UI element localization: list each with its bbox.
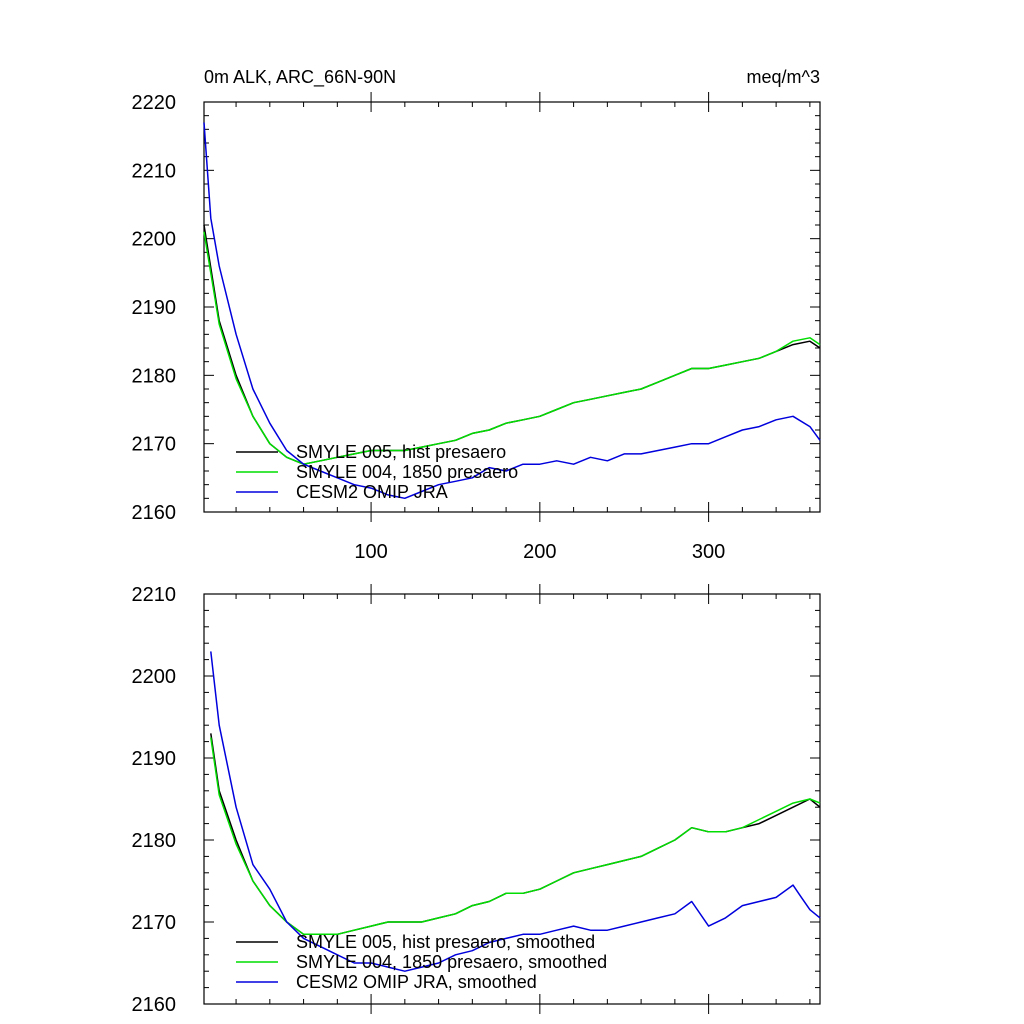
bottom-y-tick-label: 2190	[132, 748, 177, 770]
top-series-line-0	[203, 224, 821, 465]
bottom-series-line-2	[210, 651, 821, 972]
top-chart-panel: 0m ALK, ARC_66N-90N meq/m^3 2160 2170 2180…	[132, 67, 821, 563]
top-y-tick-label: 2200	[132, 229, 177, 251]
top-chart-units: meq/m^3	[747, 67, 820, 87]
bottom-legend-label: CESM2 OMIP JRA, smoothed	[296, 972, 537, 992]
bottom-series-line-0	[210, 733, 821, 936]
bottom-y-tick-label: 2160	[132, 994, 177, 1016]
top-x-tick-label: 300	[692, 541, 725, 563]
bottom-chart-panel: 2160 2170 2180 2190 2200 2210 SMYLE 005, hist …	[132, 584, 821, 1016]
top-y-tick-label: 2170	[132, 434, 177, 456]
bottom-plot-frame	[203, 593, 821, 1005]
top-series-line-2	[203, 122, 821, 500]
top-y-tick-label: 2160	[132, 502, 177, 524]
top-legend-label: SMYLE 004, 1850 presaero	[296, 462, 518, 482]
top-x-tick-label: 200	[523, 541, 556, 563]
bottom-y-tick-label: 2180	[132, 830, 177, 852]
top-legend-label: CESM2 OMIP JRA	[296, 482, 448, 502]
bottom-series-line-1	[210, 737, 821, 936]
bottom-legend-label: SMYLE 004, 1850 presaero, smoothed	[296, 952, 607, 972]
top-y-tick-label: 2210	[132, 160, 177, 182]
top-y-tick-label: 2180	[132, 365, 177, 387]
bottom-y-tick-label: 2170	[132, 912, 177, 934]
bottom-legend-label: SMYLE 005, hist presaero, smoothed	[296, 932, 595, 952]
top-series-line-1	[203, 231, 821, 465]
top-legend-label: SMYLE 005, hist presaero	[296, 442, 506, 462]
top-y-tick-label: 2190	[132, 297, 177, 319]
top-y-tick-label: 2220	[132, 92, 177, 114]
bottom-y-tick-label: 2200	[132, 666, 177, 688]
bottom-y-tick-label: 2210	[132, 584, 177, 606]
top-x-tick-label: 100	[354, 541, 387, 563]
top-chart-title-left: 0m ALK, ARC_66N-90N	[204, 67, 396, 88]
